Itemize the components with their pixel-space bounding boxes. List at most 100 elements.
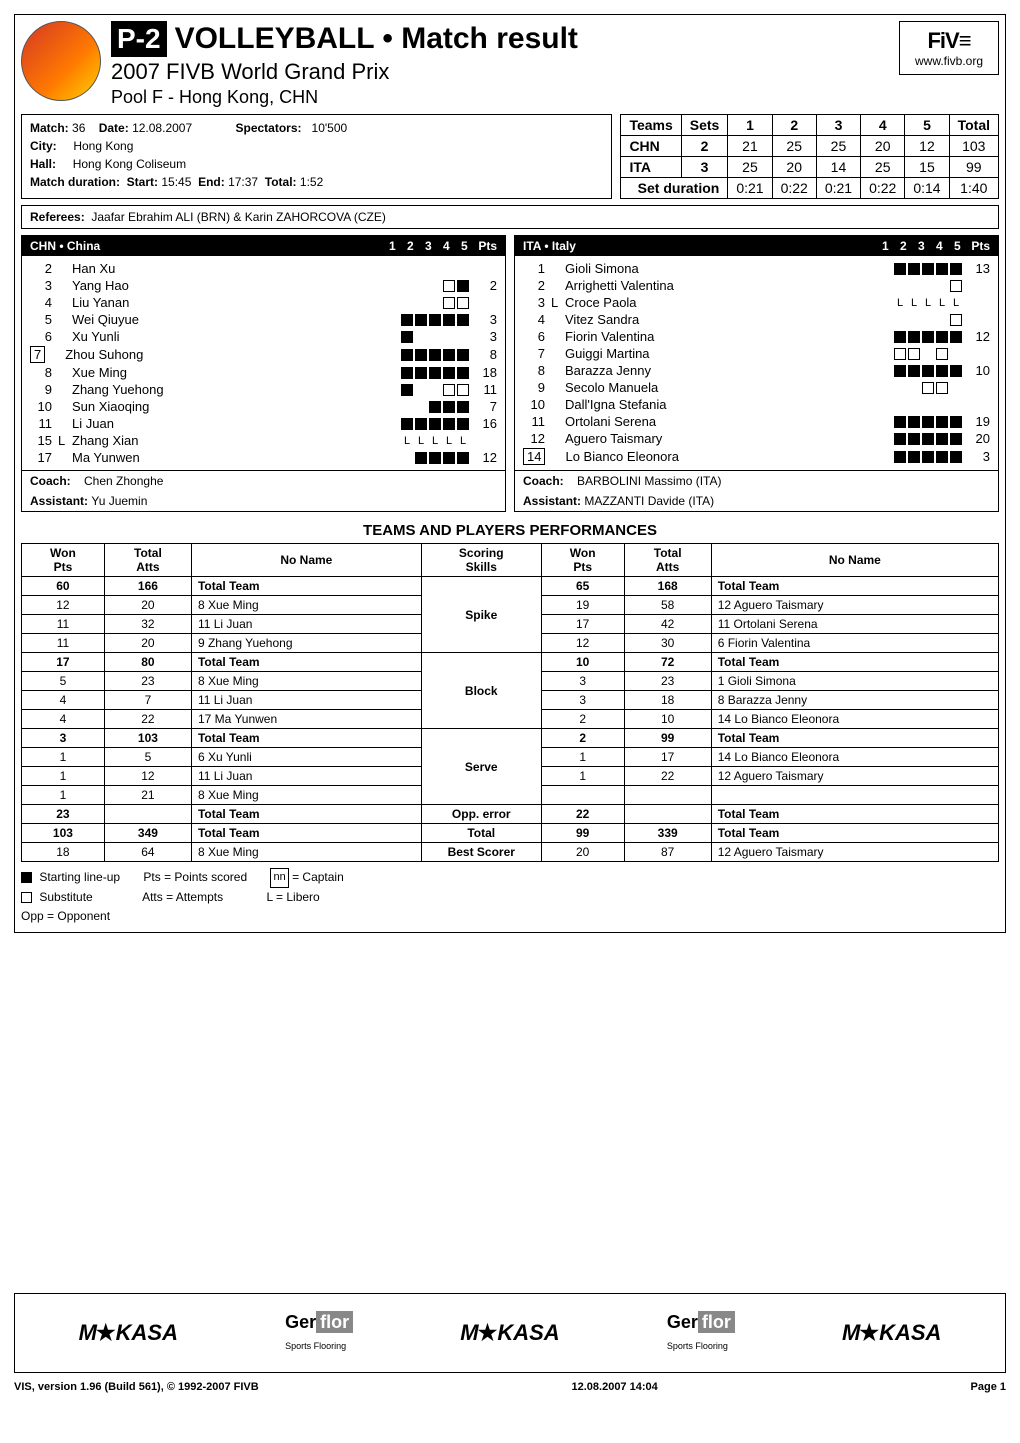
footer-center: 12.08.2007 14:04	[572, 1381, 658, 1393]
set-marks	[872, 314, 962, 326]
perf-name: Total Team	[191, 577, 421, 596]
set-marks	[379, 452, 469, 464]
mark-sub	[950, 280, 962, 292]
team-set-hdr: 1 2 3 4 5 Pts	[389, 239, 497, 253]
mark-none	[894, 399, 906, 411]
mark-starting	[908, 433, 920, 445]
perf-cell: 1	[22, 748, 105, 767]
perf-cell: 18	[624, 691, 711, 710]
player-name: Ortolani Serena	[565, 414, 872, 429]
set-marks	[872, 433, 962, 445]
mark-sub	[922, 382, 934, 394]
perf-name: Total Team	[711, 805, 998, 824]
score-sets: 2	[681, 136, 728, 157]
coach-name: Chen Zhonghe	[84, 474, 163, 488]
roster-row: 6Fiorin Valentina12	[523, 328, 990, 345]
referees-label: Referees:	[30, 210, 85, 224]
player-pts: 3	[962, 449, 990, 464]
perf-skill: Opp. error	[421, 805, 541, 824]
match-no: 36	[72, 121, 85, 135]
legend-atts: Atts = Attempts	[142, 890, 223, 904]
mark-starting	[936, 416, 948, 428]
mark-none	[894, 382, 906, 394]
mark-starting	[443, 314, 455, 326]
perf-name: 8 Xue Ming	[191, 672, 421, 691]
legend-empty-icon	[21, 892, 32, 903]
total-label: Total:	[265, 175, 297, 189]
mark-none	[908, 314, 920, 326]
asst-name: MAZZANTI Davide (ITA)	[584, 494, 714, 508]
mark-libero: L	[457, 435, 469, 447]
jersey-number: 14	[523, 448, 545, 465]
mark-starting	[401, 314, 413, 326]
perf-name: Total Team	[711, 653, 998, 672]
score-set: 21	[728, 136, 772, 157]
set-duration-total: 1:40	[949, 178, 998, 199]
roster-row: 9Secolo Manuela	[523, 379, 990, 396]
roster: 1Gioli Simona132Arrighetti Valentina3LCr…	[515, 256, 998, 470]
score-set: 25	[861, 157, 905, 178]
set-marks	[872, 382, 962, 394]
perf-cell: 1	[541, 767, 624, 786]
perf-cell: 3	[22, 729, 105, 748]
perf-cell: 17	[541, 615, 624, 634]
jersey-number: 10	[30, 399, 58, 414]
player-name: Guiggi Martina	[565, 346, 872, 361]
mark-starting	[950, 433, 962, 445]
player-name: Gioli Simona	[565, 261, 872, 276]
perf-cell: 32	[104, 615, 191, 634]
mark-starting	[401, 331, 413, 343]
mark-none	[457, 331, 469, 343]
mark-starting	[457, 418, 469, 430]
set-marks	[379, 418, 469, 430]
mark-starting	[415, 314, 427, 326]
player-name: Arrighetti Valentina	[565, 278, 872, 293]
roster: 2Han Xu3Yang Hao24Liu Yanan5Wei Qiuyue36…	[22, 256, 505, 470]
score-col: Total	[949, 115, 998, 136]
match-info-box: Match: 36 Date: 12.08.2007 Spectators: 1…	[21, 114, 612, 199]
mark-none	[415, 297, 427, 309]
perf-skill: Spike	[421, 577, 541, 653]
perf-cell: 12	[22, 596, 105, 615]
perf-name: 9 Zhang Yuehong	[191, 634, 421, 653]
set-duration: 0:22	[772, 178, 816, 199]
perf-skill: Block	[421, 653, 541, 729]
city-label: City:	[30, 139, 57, 153]
mark-starting	[457, 280, 469, 292]
jersey-number: 15	[30, 433, 58, 448]
perf-cell: 21	[104, 786, 191, 805]
player-name: Zhou Suhong	[65, 347, 379, 362]
perf-name: 8 Xue Ming	[191, 843, 421, 862]
legend-captain-box: nn	[270, 868, 288, 888]
event-subtitle: 2007 FIVB World Grand Prix	[111, 59, 889, 85]
mark-starting	[922, 263, 934, 275]
perf-name: 8 Barazza Jenny	[711, 691, 998, 710]
perf-cell: 103	[104, 729, 191, 748]
referees-box: Referees: Jaafar Ebrahim ALI (BRN) & Kar…	[21, 205, 999, 229]
perf-name: 12 Aguero Taismary	[711, 767, 998, 786]
mark-none	[922, 348, 934, 360]
player-name: Han Xu	[72, 261, 379, 276]
mark-starting	[415, 367, 427, 379]
perf-cell: 103	[22, 824, 105, 843]
perf-header: WonPts	[541, 544, 624, 577]
roster-row: 11Ortolani Serena19	[523, 413, 990, 430]
perf-title: TEAMS AND PLAYERS PERFORMANCES	[21, 522, 999, 539]
mark-libero: L	[443, 435, 455, 447]
player-name: Sun Xiaoqing	[72, 399, 379, 414]
player-name: Liu Yanan	[72, 295, 379, 310]
roster-row: 9Zhang Yuehong11	[30, 381, 497, 398]
mark-sub	[457, 297, 469, 309]
player-name: Secolo Manuela	[565, 380, 872, 395]
set-marks	[872, 399, 962, 411]
jersey-number: 9	[30, 382, 58, 397]
jersey-number: 11	[30, 416, 58, 431]
perf-cell: 18	[22, 843, 105, 862]
player-name: Croce Paola	[565, 295, 872, 310]
perf-name: 1 Gioli Simona	[711, 672, 998, 691]
jersey-number: 12	[523, 431, 551, 446]
perf-cell: 12	[541, 634, 624, 653]
perf-name: 14 Lo Bianco Eleonora	[711, 748, 998, 767]
set-marks	[379, 263, 469, 275]
mark-starting	[908, 451, 920, 463]
